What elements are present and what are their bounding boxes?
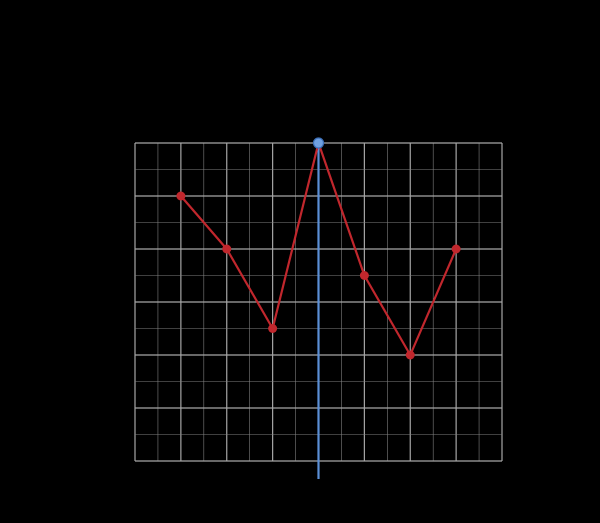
highlight-point (314, 138, 324, 148)
data-point (176, 192, 185, 201)
data-point (406, 351, 415, 360)
chart-svg (0, 0, 600, 523)
data-point (360, 271, 369, 280)
data-point (268, 324, 277, 333)
data-point (222, 245, 231, 254)
data-point (452, 245, 461, 254)
line-chart (0, 0, 600, 523)
